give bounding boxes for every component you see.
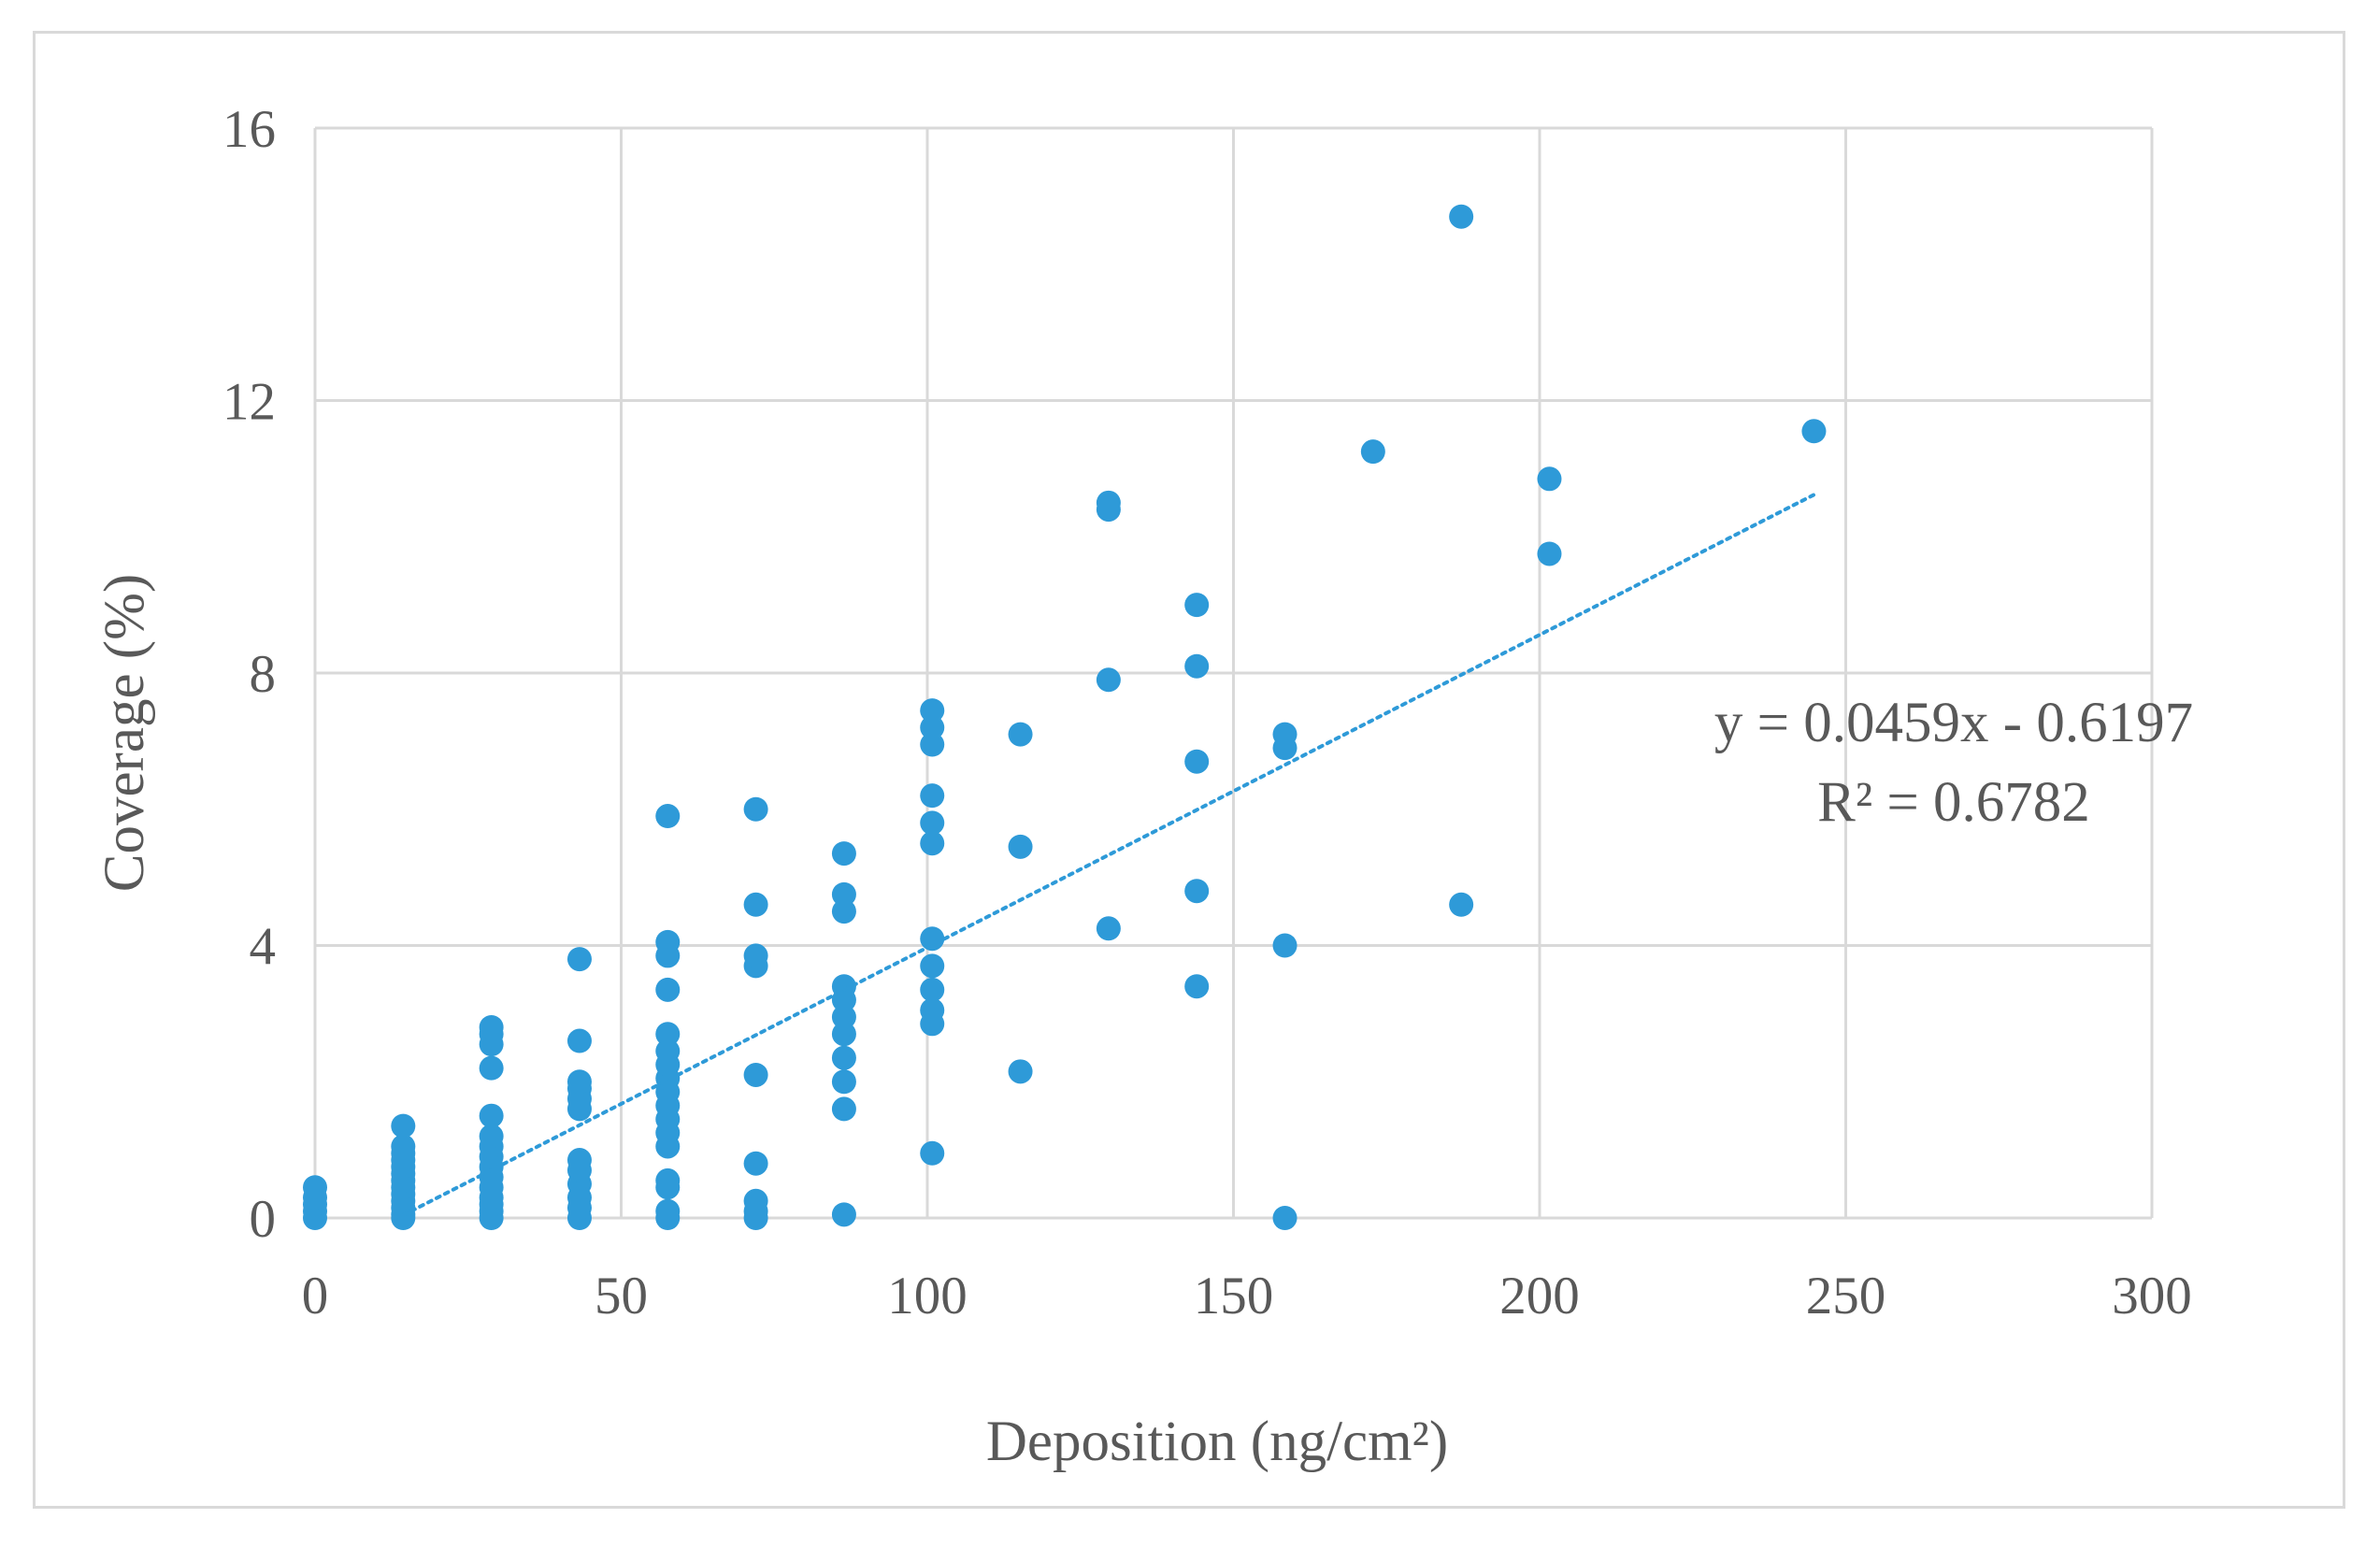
- data-point: [920, 732, 945, 757]
- data-point: [566, 947, 592, 972]
- data-point: [920, 810, 945, 836]
- data-point: [566, 1069, 592, 1095]
- y-tick-label: 12: [222, 373, 276, 432]
- tick-labels: 0 50 100 150 200 250 300 0 4 8 12 16: [222, 100, 2192, 1325]
- data-point: [655, 977, 681, 1002]
- data-point: [655, 1022, 681, 1047]
- data-point: [391, 1113, 416, 1139]
- data-point: [655, 1198, 681, 1224]
- trendline: [401, 493, 1816, 1217]
- data-point: [1537, 466, 1562, 492]
- data-point: [303, 1175, 327, 1200]
- chart-frame: 0 50 100 150 200 250 300 0 4 8 12 16 Deposition (ng…: [33, 31, 2345, 1509]
- data-point: [920, 997, 945, 1023]
- x-tick-label: 0: [302, 1267, 329, 1325]
- trendline-equation: y = 0.0459x - 0.6197: [1714, 692, 2193, 754]
- data-point: [391, 1134, 416, 1159]
- data-point: [655, 1167, 681, 1193]
- data-point: [1184, 879, 1210, 904]
- data-point: [655, 1038, 681, 1064]
- x-tick-label: 150: [1194, 1267, 1274, 1325]
- data-point: [1360, 439, 1385, 465]
- data-point: [1272, 1206, 1298, 1230]
- data-point: [1449, 204, 1474, 229]
- data-point: [1184, 593, 1210, 618]
- data-point: [831, 841, 856, 867]
- data-point: [1008, 722, 1033, 747]
- data-point: [1008, 1059, 1033, 1084]
- data-point: [831, 1022, 856, 1047]
- data-point: [566, 1028, 592, 1053]
- data-point: [920, 977, 945, 1002]
- data-point: [920, 953, 945, 979]
- x-tick-label: 200: [1499, 1267, 1580, 1325]
- data-point: [920, 698, 945, 723]
- data-point: [1801, 419, 1827, 444]
- data-point: [920, 831, 945, 856]
- data-point: [1184, 974, 1210, 999]
- y-tick-label: 16: [222, 100, 276, 159]
- data-point: [479, 1124, 504, 1149]
- scatter-chart: 0 50 100 150 200 250 300 0 4 8 12 16 Deposition (ng…: [93, 100, 2193, 1473]
- x-tick-label: 250: [1806, 1267, 1886, 1325]
- data-point: [743, 943, 768, 968]
- data-point: [743, 1151, 768, 1176]
- data-point: [1272, 933, 1298, 958]
- y-axis-title: Coverage (%): [93, 574, 156, 892]
- data-point: [1449, 892, 1474, 917]
- data-point: [1184, 749, 1210, 774]
- data-point: [1096, 490, 1121, 515]
- data-point: [831, 1005, 856, 1030]
- data-point: [831, 881, 856, 907]
- data-point: [831, 1202, 856, 1227]
- data-point: [831, 1069, 856, 1095]
- data-point: [831, 1045, 856, 1070]
- data-point: [1096, 916, 1121, 941]
- data-point: [920, 783, 945, 809]
- y-tick-label: 8: [250, 645, 277, 704]
- data-point: [1008, 834, 1033, 859]
- trendline-r-squared: R² = 0.6782: [1817, 771, 2090, 834]
- data-point: [566, 1148, 592, 1173]
- data-point: [920, 715, 945, 740]
- data-point: [655, 929, 681, 954]
- data-point: [1272, 722, 1298, 747]
- data-point: [1537, 541, 1562, 566]
- data-point: [479, 1103, 504, 1128]
- x-axis-title: Deposition (ng/cm²): [986, 1411, 1448, 1473]
- data-point: [1096, 667, 1121, 693]
- y-tick-label: 4: [250, 918, 277, 977]
- x-tick-label: 300: [2112, 1267, 2192, 1325]
- data-points: [303, 204, 1827, 1230]
- data-point: [920, 926, 945, 952]
- x-tick-label: 50: [595, 1267, 648, 1325]
- data-point: [743, 1188, 768, 1213]
- grid-lines: [313, 126, 2154, 1220]
- data-point: [479, 1014, 504, 1039]
- data-point: [743, 796, 768, 822]
- y-tick-label: 0: [250, 1190, 277, 1249]
- data-point: [655, 804, 681, 829]
- data-point: [743, 892, 768, 917]
- data-point: [920, 1140, 945, 1166]
- data-point: [831, 899, 856, 924]
- data-point: [831, 1096, 856, 1122]
- trendline-group: [401, 493, 1816, 1217]
- data-point: [479, 1055, 504, 1081]
- x-tick-label: 100: [887, 1267, 968, 1325]
- data-point: [1184, 653, 1210, 679]
- data-point: [743, 1062, 768, 1087]
